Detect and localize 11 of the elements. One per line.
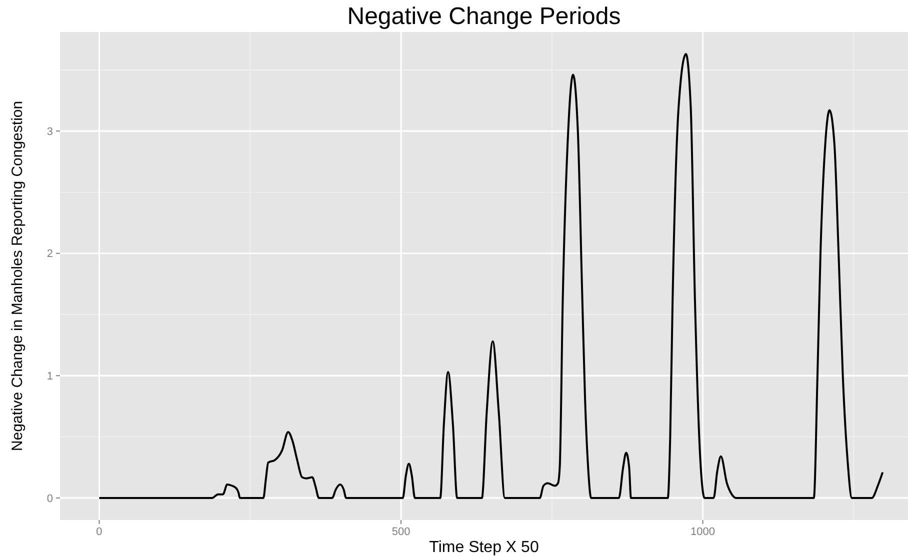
chart-title: Negative Change Periods (347, 3, 621, 30)
line-series (98, 53, 884, 499)
y-tick-label: 2 (46, 248, 53, 260)
y-tick-label: 3 (46, 126, 53, 138)
y-tick-label: 1 (46, 370, 53, 383)
y-tick-label: 0 (46, 492, 53, 505)
x-axis-title: Time Step X 50 (429, 539, 539, 556)
x-tick-label: 0 (96, 526, 102, 538)
x-tick-label: 500 (392, 526, 410, 538)
x-tick-label: 1000 (690, 526, 716, 538)
y-axis-title: Negative Change in Manholes Reporting Congestion (9, 100, 26, 452)
